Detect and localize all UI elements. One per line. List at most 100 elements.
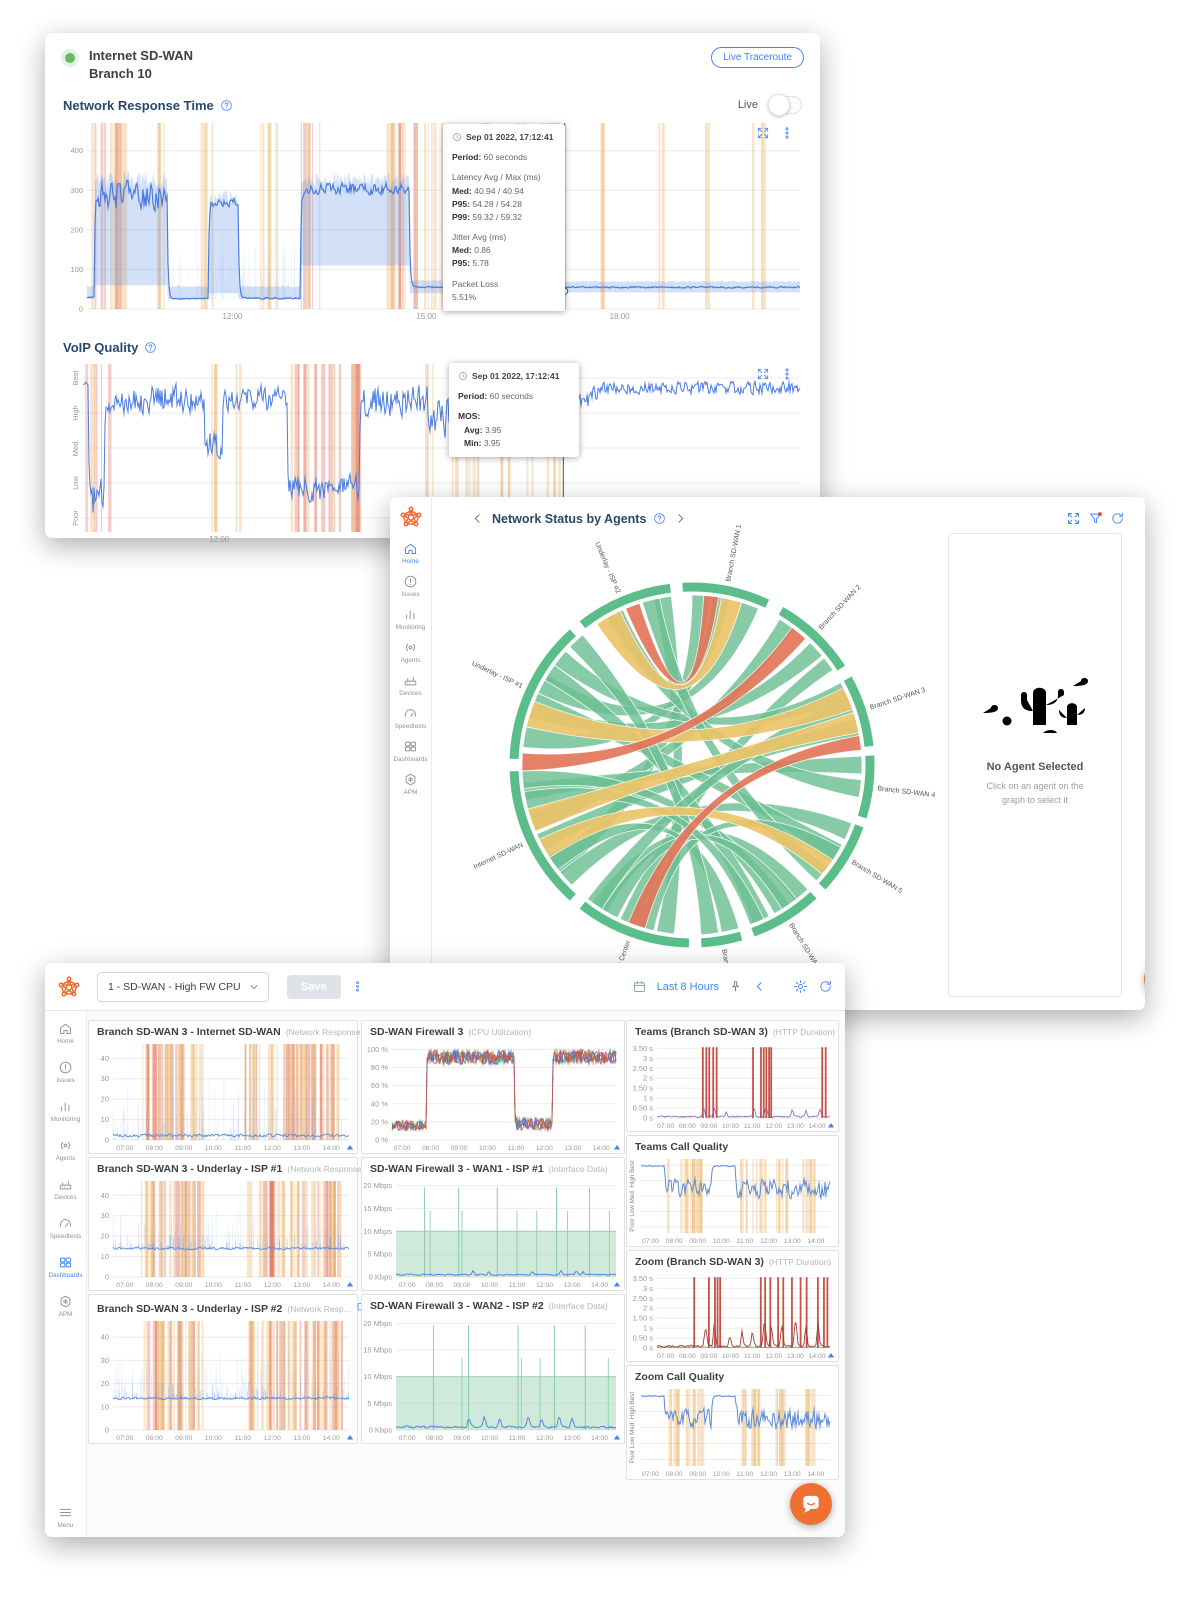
chart-canvas[interactable] [362, 1039, 624, 1153]
calendar-icon[interactable] [632, 979, 647, 994]
pin-icon[interactable] [729, 980, 742, 993]
back-chevron-icon[interactable] [470, 511, 485, 526]
help-icon[interactable] [220, 99, 233, 112]
panel-bsw3-isp1: Branch SD-WAN 3 - Underlay - ISP #1 (Netw… [88, 1157, 386, 1291]
agents-chord-diagram[interactable] [432, 525, 947, 997]
app-logo[interactable] [57, 975, 81, 999]
save-button[interactable]: Save [287, 974, 341, 999]
chart-canvas[interactable] [627, 1384, 838, 1479]
panel-subtitle: (HTTP Duration) [768, 1257, 832, 1267]
sidebar-item-dashboards[interactable]: Dashboards [49, 1255, 82, 1279]
issues-icon [58, 1060, 73, 1075]
expand-chart-icon[interactable] [756, 367, 770, 381]
settings-gear-icon[interactable] [793, 979, 808, 994]
dashboard-select[interactable]: 1 - SD-WAN - High FW CPU [97, 971, 269, 1002]
sidebar-item-speedtests[interactable]: Speedtests [395, 706, 426, 730]
sidebar-item-apm[interactable]: APM [58, 1294, 73, 1318]
sidebar-item-speedtests[interactable]: Speedtests [50, 1216, 81, 1240]
panel-title: Teams (Branch SD-WAN 3) [635, 1026, 768, 1038]
sidebar: Home Issues Monitoring Agents Devices Sp… [45, 1011, 87, 1537]
chart-canvas[interactable] [89, 1316, 357, 1443]
network-response-time-chart-area: Sep 01 2022, 17:12:41 Period: 60 seconds… [57, 118, 808, 323]
panel-title: SD-WAN Firewall 3 - WAN1 - ISP #1 [370, 1163, 544, 1175]
chart-canvas[interactable] [627, 1269, 838, 1361]
devices-icon [58, 1177, 73, 1192]
chart-canvas[interactable] [89, 1176, 357, 1290]
sidebar-item-agents[interactable]: Agents [56, 1138, 75, 1162]
panel-title: Zoom (Branch SD-WAN 3) [635, 1256, 764, 1268]
panel-title: SD-WAN Firewall 3 - WAN2 - ISP #2 [370, 1300, 544, 1312]
sidebar-item-issues[interactable]: Issues [401, 574, 420, 598]
section-title-network-response-time: Network Response Time [63, 97, 214, 113]
panel-title: SD-WAN Firewall 3 [370, 1026, 464, 1038]
agent-name: Internet SD-WAN [89, 48, 193, 63]
chart-menu-icon[interactable] [780, 367, 794, 381]
live-traceroute-button[interactable]: Live Traceroute [711, 47, 804, 68]
empty-state-subtitle: Click on an agent on the graph to select… [986, 781, 1084, 805]
home-icon [58, 1021, 73, 1036]
chart-canvas[interactable] [362, 1176, 624, 1290]
sidebar-item-devices[interactable]: Devices [399, 673, 422, 697]
more-options-icon[interactable] [351, 980, 364, 993]
panel-zoom-http: Zoom (Branch SD-WAN 3) (HTTP Duration) [626, 1250, 839, 1362]
chat-bubble[interactable] [790, 1483, 832, 1525]
page-title: Network Status by Agents [492, 511, 647, 526]
sidebar-item-monitoring[interactable]: Monitoring [396, 607, 425, 631]
issues-icon [403, 574, 418, 589]
help-icon[interactable] [653, 512, 666, 525]
sidebar-item-agents[interactable]: Agents [401, 640, 420, 664]
network-response-time-chart[interactable] [57, 118, 808, 323]
chart-canvas[interactable] [89, 1039, 357, 1153]
chat-bubble[interactable] [1144, 959, 1145, 999]
speedtests-icon [403, 706, 418, 721]
time-range[interactable]: Last 8 Hours [656, 980, 719, 993]
agent-branch: Branch 10 [89, 65, 152, 81]
panel-title: Branch SD-WAN 3 - Underlay - ISP #1 [97, 1163, 283, 1175]
sidebar-item-monitoring[interactable]: Monitoring [51, 1099, 80, 1123]
clock-icon [452, 132, 462, 142]
monitoring-icon [58, 1099, 73, 1114]
sidebar-item-home[interactable]: Home [402, 541, 419, 565]
app-logo[interactable] [399, 505, 423, 529]
chart-canvas[interactable] [627, 1154, 838, 1246]
panel-fw-wan1: SD-WAN Firewall 3 - WAN1 - ISP #1 (Interf… [361, 1157, 625, 1291]
sidebar-item-dashboards[interactable]: Dashboards [394, 739, 427, 763]
chart-canvas[interactable] [627, 1039, 838, 1131]
agent-header: Internet SD-WAN Branch 10 Live Tracerout… [45, 33, 820, 86]
help-icon[interactable] [144, 341, 157, 354]
clock-icon [458, 371, 468, 381]
desert-illustration [975, 672, 1095, 747]
agent-status-dot [65, 53, 75, 63]
refresh-icon[interactable] [1110, 511, 1125, 526]
sidebar-item-issues[interactable]: Issues [56, 1060, 75, 1084]
panel-subtitle: (Interface Data) [548, 1301, 608, 1311]
dashboard-toolbar: 1 - SD-WAN - High FW CPU Save Last 8 Hou… [45, 963, 845, 1011]
sidebar-item-home[interactable]: Home [57, 1021, 74, 1045]
forward-chevron-icon[interactable] [673, 511, 688, 526]
sidebar-item-menu[interactable]: Menu [45, 1505, 86, 1529]
panel-title: Teams Call Quality [635, 1141, 729, 1153]
empty-state-title: No Agent Selected [986, 761, 1084, 773]
refresh-icon[interactable] [818, 979, 833, 994]
panel-bsw3-isp2: Branch SD-WAN 3 - Underlay - ISP #2 (Net… [88, 1294, 404, 1444]
live-toggle[interactable] [768, 94, 802, 117]
sidebar-item-devices[interactable]: Devices [54, 1177, 77, 1201]
sidebar: Home Issues Monitoring Agents Devices Sp… [390, 497, 432, 1010]
filter-icon[interactable] [1088, 511, 1103, 526]
dashboards-icon [58, 1255, 73, 1270]
home-icon [403, 541, 418, 556]
expand-chart-icon[interactable] [756, 126, 770, 140]
toggle-knob [768, 94, 790, 117]
fullscreen-icon[interactable] [1066, 511, 1081, 526]
agent-detail-panel: No Agent Selected Click on an agent on t… [948, 533, 1122, 997]
dashboard-select-value: 1 - SD-WAN - High FW CPU [108, 980, 241, 993]
network-status-main: Network Status by Agents [432, 497, 1145, 1010]
menu-icon [58, 1505, 73, 1520]
section-title-voip-quality: VoIP Quality [63, 340, 139, 356]
sidebar-item-apm[interactable]: APM [403, 772, 418, 796]
live-toggle-label: Live [737, 99, 758, 112]
apm-icon [58, 1294, 73, 1309]
chart-canvas[interactable] [362, 1313, 624, 1443]
prev-chevron-icon[interactable] [752, 979, 767, 994]
chart-menu-icon[interactable] [780, 126, 794, 140]
